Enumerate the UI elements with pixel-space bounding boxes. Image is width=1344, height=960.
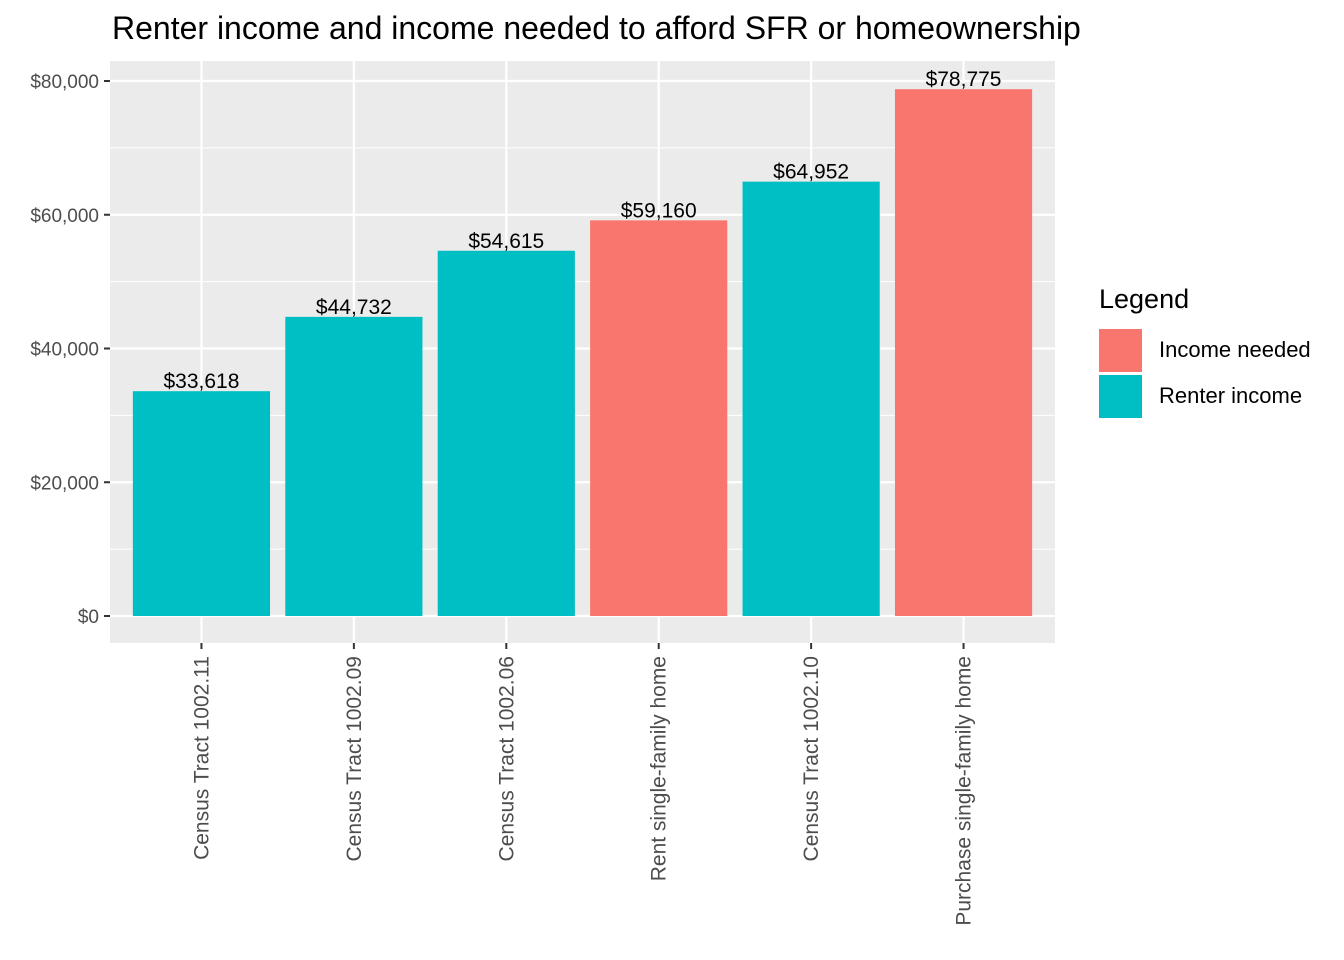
data-label: $64,952 bbox=[773, 161, 849, 184]
bar bbox=[285, 316, 423, 616]
bar bbox=[590, 220, 728, 616]
chart-title: Renter income and income needed to affor… bbox=[112, 10, 1081, 46]
legend-title: Legend bbox=[1099, 284, 1190, 314]
x-tick-label: Census Tract 1002.10 bbox=[800, 656, 823, 861]
bar bbox=[437, 250, 575, 616]
bar bbox=[894, 89, 1033, 616]
x-tick-label: Census Tract 1002.09 bbox=[343, 656, 366, 861]
y-tick-label: $40,000 bbox=[30, 340, 99, 361]
bar bbox=[132, 391, 271, 616]
data-label: $59,160 bbox=[621, 199, 697, 222]
legend-label-income-needed: Income needed bbox=[1159, 337, 1311, 362]
y-tick-label: $0 bbox=[78, 607, 99, 628]
x-tick-label: Purchase single-family home bbox=[953, 656, 976, 926]
legend-item-income-needed: Income needed bbox=[1099, 327, 1311, 373]
data-label: $33,618 bbox=[163, 370, 239, 393]
y-tick-label: $20,000 bbox=[30, 473, 99, 494]
bar bbox=[742, 181, 880, 617]
data-label: $78,775 bbox=[926, 68, 1002, 91]
legend: Legend Income needed Renter income bbox=[1099, 284, 1311, 419]
legend-item-renter-income: Renter income bbox=[1099, 373, 1311, 419]
y-tick-label: $80,000 bbox=[30, 72, 99, 93]
legend-label-renter-income: Renter income bbox=[1159, 383, 1303, 408]
legend-swatch-income-needed bbox=[1099, 328, 1142, 372]
x-tick-label: Rent single-family home bbox=[648, 656, 671, 881]
y-tick-label: $60,000 bbox=[30, 206, 99, 227]
x-tick-label: Census Tract 1002.06 bbox=[495, 656, 518, 861]
data-label: $54,615 bbox=[468, 230, 544, 253]
data-label: $44,732 bbox=[316, 296, 392, 319]
x-tick-label: Census Tract 1002.11 bbox=[190, 656, 213, 860]
legend-swatch-renter-income bbox=[1099, 374, 1142, 418]
